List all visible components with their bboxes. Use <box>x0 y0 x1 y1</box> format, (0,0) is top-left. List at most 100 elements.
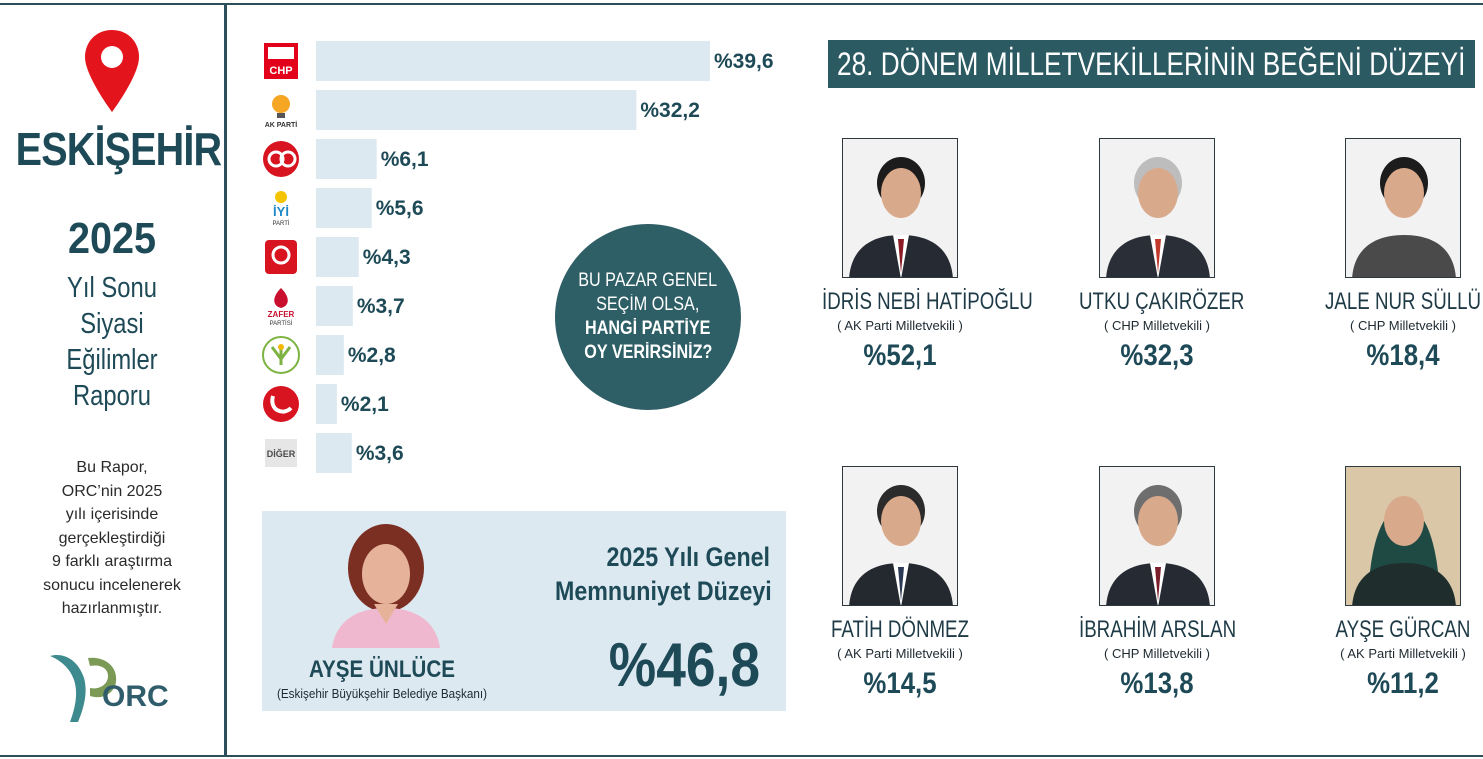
mp-photo <box>1100 467 1214 605</box>
bar-0 <box>316 41 710 81</box>
mayor-name: AYŞE ÜNLÜCE <box>308 656 456 683</box>
report-title-line: Raporu <box>72 380 152 412</box>
mp-approval: %14,5 <box>863 667 937 700</box>
mp-name: FATİH DÖNMEZ <box>831 616 969 643</box>
mp-approval: %32,3 <box>1120 339 1194 372</box>
satisfaction-value: %46,8 <box>608 631 760 700</box>
mp-party: ( AK Parti Milletvekili ) <box>1340 646 1466 661</box>
report-title-line: Siyasi <box>80 308 144 340</box>
party-logo-bulb-base <box>277 113 285 118</box>
description-line: yılı içerisinde <box>65 506 159 523</box>
mp-photo-frame <box>1345 466 1461 606</box>
satisfaction-title-line: 2025 Yılı Genel <box>606 542 770 572</box>
bar-value-label: %4,3 <box>363 246 411 269</box>
description-line: hazırlanmıştır. <box>61 600 163 617</box>
mp-approval: %11,2 <box>1367 667 1439 700</box>
bar-value-label: %5,6 <box>376 197 424 220</box>
mp-name: UTKU ÇAKIRÖZER <box>1079 288 1245 315</box>
mp-card: JALE NUR SÜLLÜ ( CHP Milletvekili ) %18,… <box>1303 138 1483 373</box>
mp-card: UTKU ÇAKIRÖZER ( CHP Milletvekili ) %32,… <box>1057 138 1257 373</box>
question-line: BU PAZAR GENEL <box>578 270 718 291</box>
description-line: Bu Rapor, <box>76 459 148 476</box>
party-logo-mhp <box>263 141 299 177</box>
mp-card: İBRAHİM ARSLAN ( CHP Milletvekili ) %13,… <box>1057 466 1257 701</box>
bar-5 <box>316 286 353 326</box>
party-logo-label: CHP <box>269 65 292 77</box>
party-logo-label: İYİ <box>273 204 289 219</box>
location-pin-icon <box>85 30 139 112</box>
bar-value-label: %39,6 <box>714 50 774 73</box>
mp-photo <box>843 467 957 605</box>
mayor-satisfaction-card <box>262 511 786 711</box>
frame-top-border <box>0 3 1483 5</box>
bar-2 <box>316 139 377 179</box>
mp-card: İDRİS NEBİ HATİPOĞLU ( AK Parti Milletve… <box>800 138 1033 373</box>
party-logo-crescent <box>270 395 293 414</box>
mp-photo <box>1346 139 1460 277</box>
mp-photo-frame <box>842 466 958 606</box>
question-line: HANGİ PARTİYE <box>585 318 711 339</box>
city-title: ESKİŞEHİR <box>15 123 222 175</box>
satisfaction-title: 2025 Yılı Genel Memnuniyet Düzeyi <box>520 540 772 608</box>
mp-name: İDRİS NEBİ HATİPOĞLU <box>822 288 1033 315</box>
bar-1 <box>316 90 637 130</box>
party-logo-dem-parti- <box>262 336 300 374</box>
party-logo-bbp <box>265 240 297 274</box>
mp-photo-frame <box>842 138 958 278</box>
bar-value-label: %6,1 <box>381 148 429 171</box>
satisfaction-title-line: Memnuniyet Düzeyi <box>555 576 772 606</box>
party-logo-label: ZAFER <box>268 310 295 319</box>
party-logo-chp: CHP <box>264 43 298 79</box>
party-logo-bg <box>265 439 297 467</box>
description-line: 9 farklı araştırma <box>51 553 173 570</box>
description-line: gerçekleştirdiği <box>58 529 166 547</box>
mp-party: ( CHP Milletvekili ) <box>1104 318 1210 333</box>
bar-value-label: %3,6 <box>356 442 404 465</box>
party-logo-label: DİĞER <box>267 448 296 459</box>
column-divider <box>224 4 227 756</box>
mp-party: ( AK Parti Milletvekili ) <box>837 646 963 661</box>
bar-value-label: %2,8 <box>348 344 396 367</box>
party-logo-tree <box>270 346 292 365</box>
question-line: SEÇİM OLSA, <box>596 294 700 315</box>
mp-photo <box>1100 139 1214 277</box>
mp-approval: %13,8 <box>1120 667 1194 700</box>
bar-value-label: %2,1 <box>341 393 389 416</box>
orc-logo-text: ORC <box>102 680 169 713</box>
mp-card: AYŞE GÜRCAN ( AK Parti Milletvekili ) %1… <box>1303 466 1483 701</box>
mp-photo <box>1346 467 1460 605</box>
bar-value-label: %32,2 <box>640 99 700 122</box>
report-title-line: Yıl Sonu <box>67 272 157 304</box>
party-logo-circle <box>263 386 299 422</box>
party-logo-crescent <box>271 245 291 265</box>
orc-logo: ORC <box>50 654 169 722</box>
party-logo-di-er: DİĞER <box>265 439 297 467</box>
mp-photo-frame <box>1099 466 1215 606</box>
party-logo-dot <box>278 344 284 350</box>
party-logo-sun <box>275 191 287 203</box>
mayor-title: (Eskişehir Büyükşehir Belediye Başkanı) <box>276 686 488 701</box>
party-logo-emblem <box>268 47 294 59</box>
question-line: OY VERİRSİNİZ? <box>583 342 713 363</box>
mp-party: ( AK Parti Milletvekili ) <box>837 318 963 333</box>
report-description: Bu Rapor, ORC’nin 2025 yılı içerisinde g… <box>14 456 210 621</box>
report-title: Yıl Sonu Siyasi Eğilimler Raporu <box>0 270 224 414</box>
mp-approval: %18,4 <box>1366 339 1440 372</box>
report-title-line: Eğilimler <box>66 344 158 376</box>
question-circle: BU PAZAR GENEL SEÇİM OLSA, HANGİ PARTİYE… <box>555 224 741 410</box>
mp-approval: %52,1 <box>863 339 937 372</box>
bar-4 <box>316 237 359 277</box>
mp-party: ( CHP Milletvekili ) <box>1350 318 1456 333</box>
party-logo-bg <box>265 240 297 274</box>
mp-photo <box>843 139 957 277</box>
bar-7 <box>316 384 337 424</box>
mp-name: JALE NUR SÜLLÜ <box>1325 288 1482 315</box>
party-logo-label: AK PARTİ <box>265 121 298 129</box>
party-logo-sublabel: PARTİ <box>272 220 289 227</box>
party-logo-bulb <box>272 95 290 113</box>
party-logo-ak-parti-: AK PARTİ <box>265 95 298 129</box>
party-logo-crescent <box>267 150 285 168</box>
mayor-photo <box>332 524 440 648</box>
